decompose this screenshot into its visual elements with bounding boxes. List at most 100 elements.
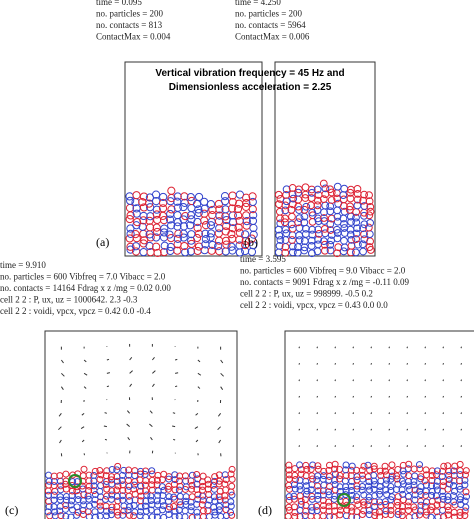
velocity-vector	[81, 412, 85, 416]
particle	[444, 492, 452, 500]
particle	[221, 197, 230, 206]
particle	[181, 472, 189, 480]
particle	[358, 511, 366, 519]
velocity-vector	[220, 372, 224, 377]
velocity-vector	[442, 412, 444, 415]
particle	[107, 495, 115, 503]
particle	[387, 496, 395, 504]
particle	[353, 485, 361, 493]
particle	[294, 188, 303, 197]
particle	[233, 204, 243, 214]
info-line: time = 0.095	[96, 0, 142, 7]
velocity-vector	[106, 372, 110, 374]
particle	[331, 460, 339, 468]
particle	[376, 490, 384, 498]
particle	[235, 241, 244, 250]
velocity-vector	[424, 428, 426, 431]
particle	[91, 513, 99, 519]
particle	[307, 188, 316, 197]
velocity-vector	[83, 386, 87, 389]
particle	[320, 467, 328, 475]
velocity-vector	[195, 412, 199, 416]
particle	[294, 218, 303, 227]
particle	[375, 508, 383, 516]
particle	[331, 476, 339, 484]
particle	[340, 229, 349, 237]
particle	[377, 502, 385, 510]
particle	[300, 218, 309, 227]
particle	[228, 197, 237, 207]
particle	[136, 470, 144, 478]
velocity-vector	[298, 395, 300, 398]
particle	[308, 503, 316, 511]
particle	[348, 507, 356, 515]
particle	[319, 237, 328, 246]
info-line: no. contacts = 14164 Fdrag x z /mg = 0.0…	[0, 283, 171, 293]
particle	[417, 491, 425, 499]
particle	[360, 220, 369, 229]
particle	[428, 472, 436, 480]
particle	[411, 513, 419, 519]
particle	[288, 231, 297, 240]
velocity-vector	[352, 346, 354, 349]
particle	[160, 224, 169, 233]
particle	[303, 487, 311, 495]
particle	[456, 485, 464, 493]
particle	[287, 220, 296, 229]
particle	[307, 465, 315, 473]
velocity-vector	[334, 379, 336, 382]
particle	[68, 481, 76, 489]
particle	[365, 243, 374, 251]
particle	[434, 496, 442, 504]
velocity-vector	[370, 395, 372, 398]
particle	[320, 240, 329, 249]
particle	[370, 465, 378, 473]
velocity-vector	[316, 362, 318, 365]
particle	[388, 468, 396, 476]
particle	[394, 493, 402, 501]
particle	[360, 190, 369, 199]
info-line: cell 2 2 : voidi, vpcx, vpcz = 0.42 0.0 …	[0, 306, 151, 316]
particle	[433, 486, 441, 494]
particle	[102, 472, 110, 480]
particle	[296, 506, 304, 514]
particle	[165, 497, 173, 505]
velocity-vector	[80, 426, 85, 429]
particle	[145, 241, 154, 251]
particle	[228, 246, 237, 255]
particle	[242, 198, 251, 208]
particle	[281, 248, 290, 257]
velocity-vector	[388, 395, 390, 398]
particle	[44, 487, 52, 495]
particle	[235, 199, 244, 208]
particle	[171, 471, 179, 479]
particle	[353, 508, 361, 516]
velocity-vector	[298, 379, 300, 382]
info-line: time = 3.595	[240, 254, 286, 264]
particle	[208, 240, 217, 250]
velocity-vector	[298, 362, 300, 365]
velocity-vector	[352, 412, 354, 415]
particle	[126, 196, 135, 205]
particle	[90, 482, 98, 490]
particle	[200, 216, 209, 225]
particle	[201, 229, 210, 238]
particle	[290, 503, 298, 511]
particle	[320, 224, 329, 233]
particle	[439, 492, 447, 500]
particle	[180, 192, 189, 201]
particle	[165, 493, 173, 501]
container-a	[124, 61, 263, 257]
particle	[194, 229, 204, 238]
particle	[281, 214, 289, 223]
particle	[340, 220, 348, 228]
particle	[327, 214, 336, 223]
particle	[214, 242, 223, 251]
particle	[222, 240, 231, 249]
particle	[285, 496, 293, 504]
info-line: no. particles = 600 Vibfreq = 9.0 Vibacc…	[240, 266, 406, 276]
particle	[296, 486, 304, 494]
velocity-vector	[334, 362, 336, 365]
velocity-vector	[218, 439, 222, 444]
particle	[228, 224, 237, 233]
